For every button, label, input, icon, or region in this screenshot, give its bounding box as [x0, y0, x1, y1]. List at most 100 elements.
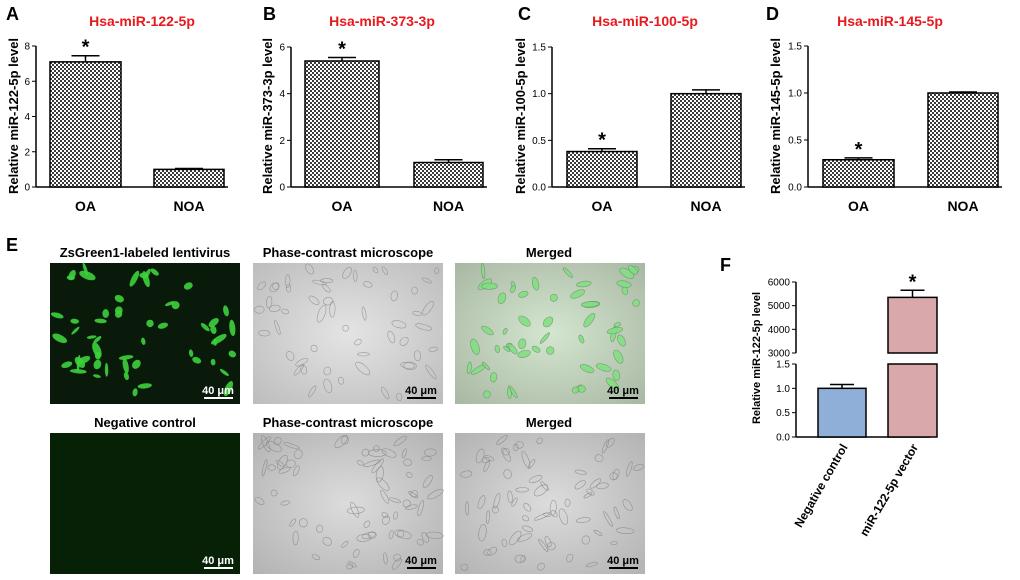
cell-shape [104, 362, 109, 377]
cell-shape [86, 335, 97, 339]
cell-shape [612, 369, 621, 381]
cell-shape [361, 306, 367, 321]
cell-shape [391, 558, 402, 570]
panel-d-significance-asterisk: * [855, 139, 863, 161]
cell-shape [510, 285, 516, 293]
green-fluorescence-image [50, 263, 240, 404]
negative-control-image [50, 433, 240, 574]
cell-shape [164, 301, 175, 307]
cell-shape [583, 313, 596, 328]
cell-shape [616, 334, 626, 347]
cell-shape [478, 523, 487, 542]
cell-shape [503, 345, 511, 352]
merged-cells-layer-1 [466, 263, 640, 399]
panel-f-bar [887, 296, 938, 354]
cell-shape [511, 497, 518, 507]
cell-shape [200, 323, 210, 332]
cell-shape [356, 460, 364, 466]
cell-shape [354, 339, 362, 346]
cell-shape [375, 466, 384, 483]
panel-a-bar [49, 61, 122, 188]
panel-c-significance-asterisk: * [598, 130, 606, 152]
cell-shape [373, 445, 380, 452]
cell-shape [507, 490, 513, 504]
cell-shape [539, 332, 551, 344]
cell-shape [93, 359, 102, 370]
cell-shape [521, 525, 534, 533]
cell-shape [352, 548, 360, 559]
phase-contrast-image-1 [253, 263, 443, 404]
cell-shape [383, 552, 388, 565]
cell-shape [421, 277, 432, 284]
cell-shape [363, 520, 371, 528]
cell-shape [613, 349, 624, 364]
panel-d-bar [927, 92, 999, 188]
panel-a-ytick-label: 2 [24, 147, 30, 158]
panel-letter-a: A [6, 4, 19, 24]
panel-a-ylabel: Relative miR-122-5p level [6, 38, 21, 194]
cell-shape [481, 263, 486, 279]
cell-shape [295, 357, 309, 367]
cell-shape [477, 495, 486, 510]
cell-shape [593, 530, 603, 536]
micro-label-r1c2: Phase-contrast microscope [263, 245, 434, 260]
cell-shape [114, 306, 123, 315]
panel-f-significance-asterisk: * [909, 271, 917, 293]
cell-shape [537, 562, 545, 571]
phase-contrast-image-2 [253, 433, 443, 574]
panel-b-ytick-label: 2 [279, 136, 285, 147]
panel-c-ytick-label: 1.5 [532, 43, 546, 54]
cell-shape [265, 295, 273, 309]
cell-shape [403, 361, 417, 371]
cell-shape [283, 442, 300, 450]
scale-bar-label: 40 μm [202, 555, 234, 567]
panel-a-bar [153, 168, 225, 188]
cell-shape [92, 342, 102, 358]
scale-bar-r1c3: 40 μm [607, 385, 639, 399]
panel-a-ytick-label: 4 [24, 112, 30, 123]
panel-letter-c: C [518, 4, 531, 24]
panel-d-ytick-label: 1.5 [788, 42, 802, 53]
cell-shape [428, 346, 438, 352]
panel-d-ytick-label: 0.5 [788, 136, 802, 147]
cell-shape [268, 304, 281, 312]
cell-shape [422, 300, 434, 316]
cell-shape [531, 277, 540, 291]
cell-shape [544, 536, 552, 548]
cell-shape [574, 480, 586, 490]
panel-b-ytick-label: 6 [279, 43, 285, 54]
cell-shape [533, 484, 549, 497]
cell-shape [576, 517, 591, 523]
panel-f-ytick-label: 6000 [768, 278, 791, 289]
cell-shape [408, 491, 418, 499]
panel-f-category-label: miR-122-5p vector [857, 441, 921, 538]
cell-shape [342, 266, 352, 279]
panel-b-ytick-label: 4 [279, 89, 285, 100]
cell-shape [129, 270, 140, 287]
cell-shape [137, 383, 152, 389]
cell-shape [388, 530, 394, 540]
cell-shape [564, 498, 571, 507]
cell-shape [322, 297, 334, 306]
cell-shape [308, 385, 317, 398]
cell-shape [229, 319, 236, 337]
cell-shape [570, 289, 586, 299]
cell-shape [612, 468, 620, 480]
cell-shape [71, 326, 80, 335]
panel-letter-d: D [766, 4, 779, 24]
scale-bar-label: 40 μm [607, 385, 639, 397]
cell-shape [502, 448, 510, 456]
cell-shape [401, 448, 407, 459]
cell-shape [603, 511, 613, 527]
panel-b-bar [413, 161, 484, 188]
cell-shape [208, 318, 219, 328]
panel-a-category-label: NOA [173, 198, 204, 214]
panel-d-category-label: OA [848, 198, 869, 214]
cell-shape [261, 459, 268, 477]
cell-shape [346, 506, 365, 515]
cell-shape [527, 458, 536, 469]
cell-shape [61, 361, 73, 368]
cell-shape [329, 301, 336, 318]
panel-a-category-label: OA [75, 198, 96, 214]
panel-a-title: Hsa-miR-122-5p [89, 13, 195, 29]
